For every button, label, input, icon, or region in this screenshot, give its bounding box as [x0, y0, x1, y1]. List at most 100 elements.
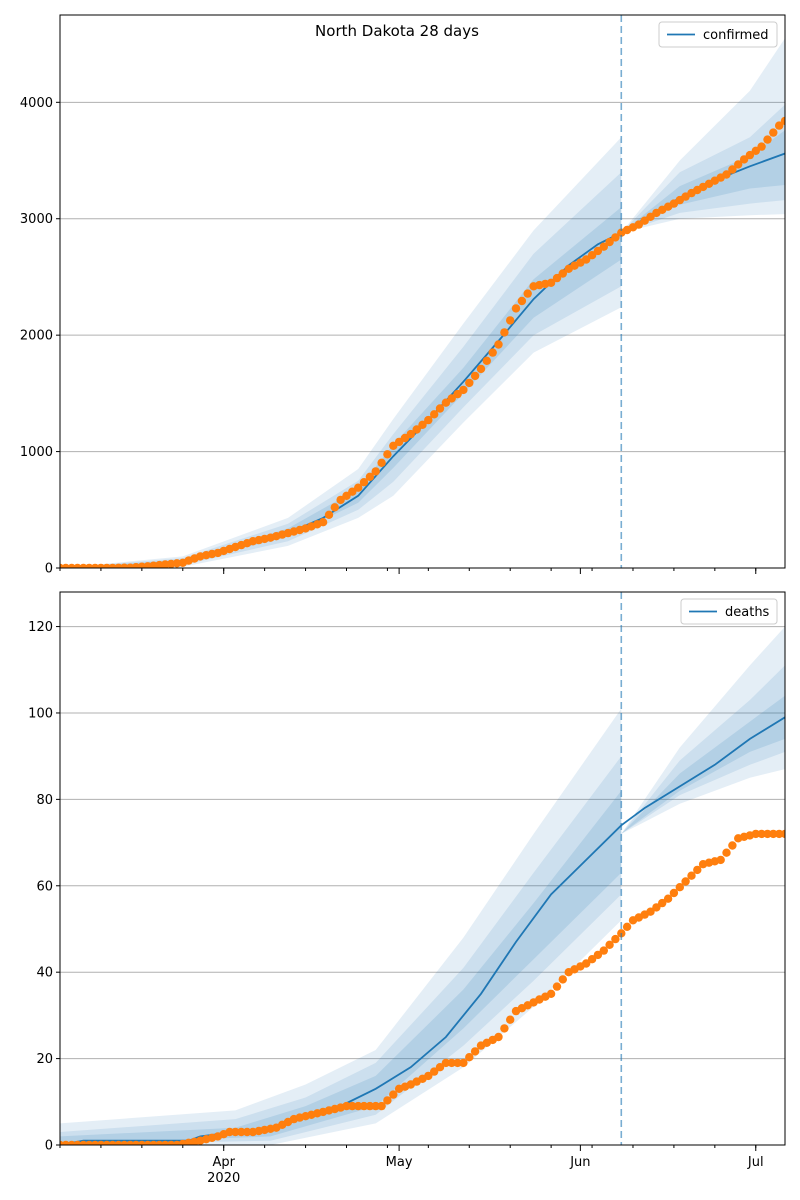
observed-point: [488, 348, 497, 357]
observed-point: [599, 946, 608, 955]
legend-box: [658, 21, 778, 48]
observed-point: [389, 1090, 398, 1099]
observed-point: [348, 487, 357, 496]
y-tick-label: 2000: [20, 329, 53, 344]
observed-point: [465, 378, 474, 388]
observed-point: [465, 1053, 474, 1062]
observed-point: [424, 415, 433, 425]
observed-point: [354, 1101, 363, 1111]
observed-point: [318, 518, 328, 527]
observed-point: [693, 865, 702, 875]
uncertainty-band-outer: [60, 708, 622, 1145]
observed-point: [394, 437, 404, 447]
x-tick-sublabel: 2020: [207, 1171, 240, 1186]
observed-point: [669, 888, 679, 898]
legend: deaths: [680, 598, 778, 625]
observed-point: [506, 316, 515, 325]
observed-point: [371, 467, 380, 476]
uncertainty-band-inner: [60, 790, 622, 1145]
observed-point: [546, 989, 556, 998]
observed-point: [430, 1067, 439, 1076]
observed-point: [453, 389, 462, 399]
observed-point: [769, 128, 778, 137]
confirmed-panel: 0 1000 2000 3000 4000 confirmed: [20, 14, 786, 577]
observed-point: [482, 356, 491, 365]
y-tick-label: 1000: [20, 445, 53, 460]
observed-point: [453, 1058, 462, 1068]
uncertainty-band-outer: [60, 137, 622, 568]
observed-point: [365, 1101, 375, 1111]
observed-point: [757, 829, 766, 839]
observed-point: [751, 829, 760, 839]
observed-point: [780, 116, 785, 126]
y-tick-label: 20: [36, 1052, 53, 1067]
axes-frame: [59, 14, 786, 569]
observed-point: [447, 1058, 456, 1068]
observed-point: [231, 1127, 240, 1137]
observed-point: [593, 246, 603, 256]
observed-point: [558, 975, 567, 984]
y-tick-label: 0: [45, 562, 53, 577]
observed-point: [611, 934, 620, 944]
observed-point: [383, 450, 392, 459]
observed-point: [459, 385, 468, 395]
observed-point: [722, 848, 731, 857]
uncertainty-band-outer: [621, 38, 785, 233]
observed-point: [728, 165, 737, 174]
observed-point: [371, 1101, 380, 1111]
observed-point: [430, 410, 439, 419]
y-tick-label: 100: [28, 706, 53, 721]
observed-point: [517, 296, 527, 306]
uncertainty-band-middle: [60, 756, 622, 1145]
observed-point: [424, 1071, 433, 1081]
observed-point: [476, 364, 486, 374]
observed-point: [459, 1058, 468, 1068]
observed-point: [587, 251, 597, 260]
observed-point: [377, 1101, 386, 1111]
observed-point: [237, 1127, 246, 1137]
y-tick-label: 4000: [20, 96, 53, 111]
observed-point: [546, 278, 556, 287]
uncertainty-band-middle: [621, 104, 785, 233]
observed-point: [582, 959, 591, 968]
legend-box: [680, 598, 778, 625]
observed-point: [377, 458, 386, 467]
observed-point: [763, 135, 772, 144]
observed-point: [634, 220, 643, 229]
observed-point: [728, 841, 737, 850]
observed-point: [780, 829, 785, 839]
observed-point: [775, 121, 784, 130]
observed-point: [658, 898, 667, 908]
observed-point: [506, 1015, 515, 1024]
observed-point: [716, 855, 725, 865]
observed-point: [775, 829, 784, 839]
uncertainty-band-outer: [621, 626, 785, 834]
observed-point: [354, 483, 363, 492]
observed-point: [330, 503, 339, 512]
observed-point: [605, 940, 614, 949]
observed-point: [470, 1047, 480, 1056]
observed-point: [646, 212, 655, 221]
x-tick-label: May: [386, 1155, 413, 1170]
observed-point: [599, 242, 608, 251]
observed-point: [494, 340, 503, 349]
observed-point: [722, 170, 731, 179]
observed-point: [435, 404, 445, 413]
observed-point: [611, 233, 620, 242]
observed-point: [494, 1032, 503, 1042]
observed-point: [324, 510, 334, 519]
y-tick-label: 120: [28, 620, 53, 635]
observed-point: [500, 328, 509, 337]
observed-point: [242, 1127, 252, 1137]
observed-point: [593, 950, 603, 960]
observed-point: [412, 425, 421, 434]
observed-point: [663, 894, 673, 903]
observed-point: [675, 883, 684, 892]
observed-point: [622, 922, 632, 931]
observed-point: [523, 289, 532, 298]
y-tick-label: 40: [36, 966, 53, 981]
observed-point: [348, 1101, 357, 1111]
observed-point: [552, 982, 562, 991]
